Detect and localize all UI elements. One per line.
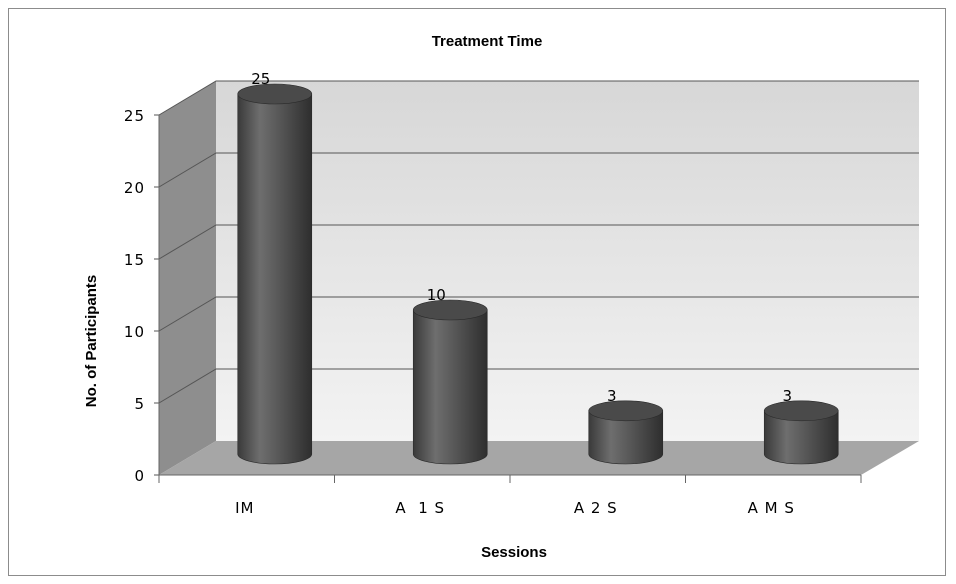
axes	[154, 114, 862, 483]
data-label: 3	[782, 387, 792, 405]
data-label: 10	[427, 286, 446, 304]
y-axis-title: No. of Participants	[83, 275, 100, 408]
x-axis-title: Sessions	[481, 544, 547, 561]
bar-top	[763, 400, 839, 422]
floor	[159, 441, 919, 475]
labels: 0 5 10 15 20 25 25 IM 10 A 1 S 3 A 2 S 3 A M S	[124, 70, 795, 517]
y-tick-label: 5	[134, 395, 145, 413]
gridline	[158, 368, 919, 404]
bar-body	[237, 93, 313, 465]
x-tick-label: A M S	[748, 499, 795, 517]
chart-title: Treatment Time	[432, 33, 543, 50]
y-tick-label: 0	[134, 467, 145, 485]
bar-body	[412, 309, 488, 465]
x-tick-label: A 1 S	[395, 499, 445, 517]
bar-body	[763, 410, 839, 465]
y-tick-label: 20	[124, 179, 145, 197]
gridlines	[158, 80, 919, 404]
gridline	[158, 152, 919, 188]
gridline	[158, 296, 919, 332]
bar-body	[588, 410, 664, 465]
back-wall	[216, 81, 919, 441]
bar	[588, 400, 664, 465]
y-tick-label: 25	[124, 107, 145, 125]
bar-top	[237, 83, 313, 105]
x-tick-label: A 2 S	[574, 499, 618, 517]
y-tick-label: 15	[124, 251, 145, 269]
data-label: 3	[607, 387, 617, 405]
side-wall	[159, 81, 216, 475]
bar-top	[588, 400, 664, 422]
bars	[237, 83, 839, 465]
chart-frame: 0 5 10 15 20 25 25 IM 10 A 1 S 3 A 2 S 3 A M S Treatm…	[8, 8, 946, 576]
chart-canvas: 0 5 10 15 20 25 25 IM 10 A 1 S 3 A 2 S 3 A M S Treatm…	[83, 33, 919, 561]
bar	[237, 83, 313, 465]
x-tick-label: IM	[235, 499, 254, 517]
gridline	[158, 80, 919, 116]
bar	[412, 299, 488, 465]
y-tick-label: 10	[124, 323, 145, 341]
data-label: 25	[251, 70, 270, 88]
bar-top	[412, 299, 488, 321]
gridline	[158, 224, 919, 260]
bar	[763, 400, 839, 465]
